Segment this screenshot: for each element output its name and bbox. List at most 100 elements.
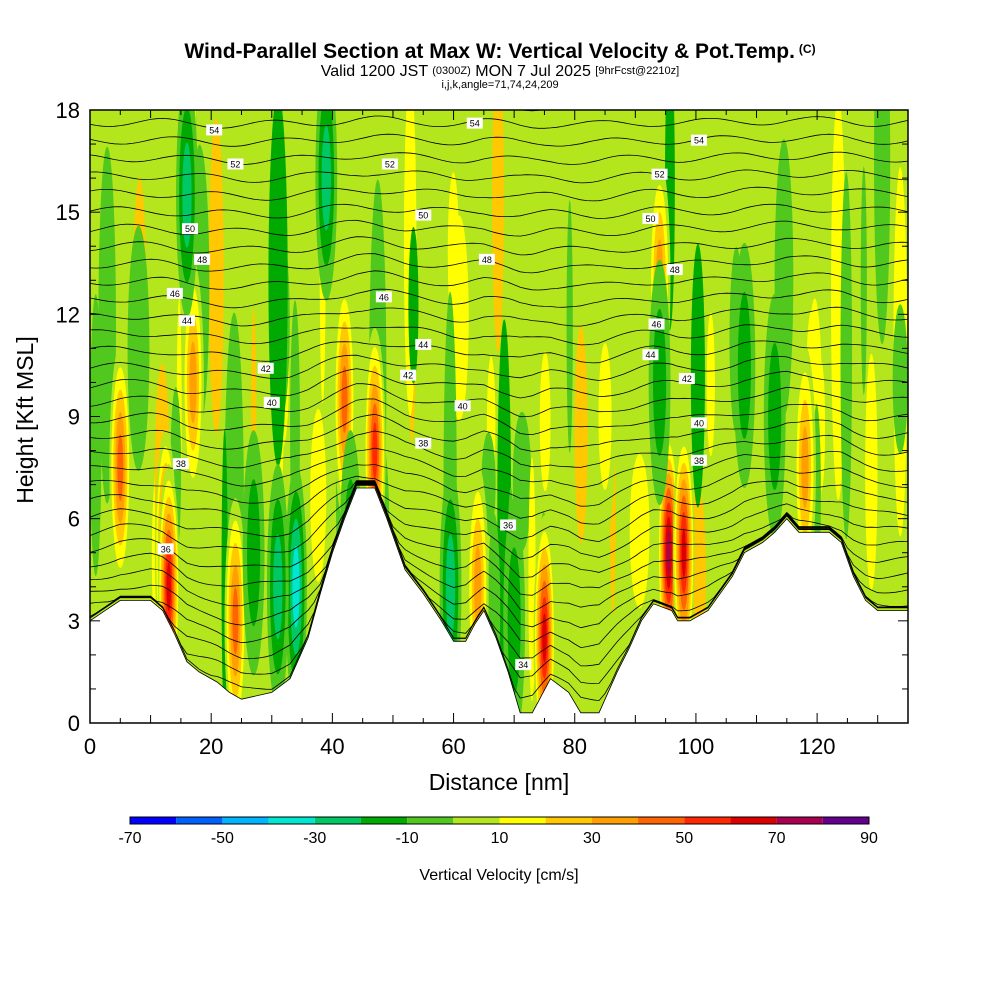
colorbar-swatch <box>776 817 823 824</box>
y-tick-label: 6 <box>68 507 80 532</box>
theta-contour <box>90 219 908 237</box>
theta-label-box <box>500 519 517 531</box>
theta-label: 42 <box>257 362 274 374</box>
x-axis-title: Distance [nm] <box>429 769 570 795</box>
theta-contour <box>90 383 908 418</box>
theta-contour <box>90 480 908 560</box>
velocity-cell <box>801 426 809 509</box>
velocity-cell <box>117 434 124 502</box>
theta-label: 44 <box>642 349 659 361</box>
theta-contour <box>90 169 908 184</box>
colorbar-swatch <box>222 817 269 824</box>
title-units-tag: (C) <box>798 42 816 56</box>
theta-label-text: 42 <box>403 371 413 381</box>
theta-label: 46 <box>375 291 392 303</box>
chart-header: Wind-Parallel Section at Max W: Vertical… <box>0 38 1000 91</box>
theta-label-box <box>642 212 659 224</box>
y-tick-label: 12 <box>56 302 80 327</box>
theta-label-text: 36 <box>161 544 171 554</box>
theta-label-text: 44 <box>418 340 428 350</box>
theta-label-box <box>227 158 244 170</box>
theta-label-box <box>690 417 707 429</box>
velocity-cell <box>507 547 521 695</box>
theta-label-box <box>166 287 183 299</box>
theta-label: 44 <box>415 338 432 350</box>
colorbar-swatch <box>591 817 639 824</box>
theta-contour <box>90 133 908 147</box>
theta-contour <box>90 475 908 525</box>
theta-label-box <box>172 458 189 470</box>
theta-label: 38 <box>690 454 707 466</box>
valid-date: MON 7 Jul 2025 <box>475 63 591 80</box>
velocity-cell <box>445 534 456 640</box>
theta-label: 50 <box>181 223 198 235</box>
theta-label-text: 46 <box>652 320 662 330</box>
theta-label-text: 40 <box>694 418 704 428</box>
theta-label-box <box>478 253 495 265</box>
colorbar-swatch <box>407 817 454 824</box>
velocity-cell <box>321 125 331 231</box>
colorbar-swatch <box>822 817 869 824</box>
theta-label-text: 54 <box>470 119 480 129</box>
velocity-streak <box>690 243 705 508</box>
velocity-cells <box>109 110 816 723</box>
theta-label-box <box>642 349 659 361</box>
theta-label-box <box>678 373 695 385</box>
theta-label: 40 <box>454 400 471 412</box>
theta-label: 52 <box>227 158 244 170</box>
colorbar-swatch <box>453 817 500 824</box>
colorbar-swatch <box>730 817 777 824</box>
theta-contour <box>90 354 908 381</box>
theta-label: 50 <box>415 209 432 221</box>
theta-contour <box>90 481 908 578</box>
theta-label: 36 <box>157 543 174 555</box>
velocity-cell <box>247 479 261 627</box>
x-tick-label: 80 <box>562 734 586 759</box>
theta-contour <box>90 483 908 667</box>
theta-contour <box>90 480 908 543</box>
theta-label-text: 46 <box>170 289 180 299</box>
theta-label-text: 50 <box>418 211 428 221</box>
colorbar-swatch <box>360 817 408 824</box>
theta-contour <box>90 288 908 309</box>
velocity-streak <box>208 118 224 435</box>
theta-label-text: 50 <box>645 214 655 224</box>
velocity-streak <box>874 110 891 345</box>
theta-contour <box>90 413 908 452</box>
colorbar-label: -70 <box>118 830 141 847</box>
theta-label-box <box>466 117 483 129</box>
theta-label: 46 <box>648 318 665 330</box>
theta-label-text: 42 <box>261 364 271 374</box>
colorbar-swatch <box>684 817 731 824</box>
colorbar-swatch <box>268 817 315 824</box>
theta-contour <box>90 368 908 399</box>
theta-contour <box>90 481 908 596</box>
theta-label: 40 <box>263 396 280 408</box>
theta-contour <box>90 463 908 507</box>
x-axis: 0 20 40 60 80 100 120 <box>84 110 909 759</box>
theta-label: 42 <box>678 373 695 385</box>
velocity-streak <box>706 312 715 457</box>
velocity-cell <box>768 342 782 491</box>
theta-label-text: 44 <box>645 350 655 360</box>
velocity-cell <box>666 531 671 575</box>
theta-label-text: 50 <box>185 224 195 234</box>
valid-prefix: Valid 1200 JST <box>320 63 428 80</box>
theta-label-box <box>157 543 174 555</box>
theta-label-box <box>257 362 274 374</box>
y-axis-title: Height [Kft MSL] <box>12 336 38 503</box>
theta-label-box <box>415 209 432 221</box>
theta-label-box <box>515 659 532 671</box>
theta-label-text: 46 <box>379 292 389 302</box>
velocity-cell <box>127 225 150 471</box>
y-tick-label: 18 <box>56 98 80 123</box>
theta-contours <box>90 110 908 702</box>
colorbar-swatch <box>130 817 177 824</box>
theta-label-box <box>666 264 683 276</box>
theta-contour <box>90 324 908 346</box>
theta-label: 40 <box>690 417 707 429</box>
theta-contour <box>90 430 908 469</box>
theta-contour <box>90 306 908 327</box>
